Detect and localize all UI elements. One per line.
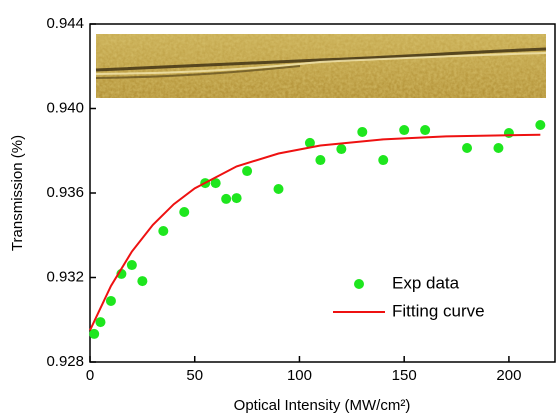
data-point <box>503 128 514 139</box>
data-point <box>357 126 368 137</box>
x-tick-label: 50 <box>186 367 203 384</box>
data-point <box>493 143 504 154</box>
data-point <box>231 193 242 204</box>
data-point <box>105 295 116 306</box>
data-point <box>242 166 253 177</box>
x-tick-label: 150 <box>392 367 417 384</box>
x-tick-label: 0 <box>86 367 94 384</box>
legend-marker <box>354 279 364 289</box>
fit-line <box>89 133 541 331</box>
y-tick-label: 0.940 <box>46 99 84 116</box>
y-axis-label: Transmission (%) <box>9 135 26 251</box>
data-point <box>221 193 232 204</box>
legend-label: Fitting curve <box>392 301 485 320</box>
legend-label: Exp data <box>392 273 460 292</box>
data-point <box>126 260 137 271</box>
data-point <box>89 328 100 339</box>
data-point <box>273 183 284 194</box>
data-point <box>462 143 473 154</box>
y-tick-label: 0.932 <box>46 268 84 285</box>
data-point <box>336 144 347 155</box>
data-point <box>304 137 315 148</box>
data-point <box>315 155 326 166</box>
data-point <box>378 155 389 166</box>
inset-image <box>95 34 547 98</box>
x-tick-label: 200 <box>496 367 521 384</box>
y-tick-label: 0.936 <box>46 184 84 201</box>
data-point <box>137 276 148 287</box>
data-point <box>399 125 410 136</box>
y-tick-label: 0.944 <box>46 15 84 32</box>
x-tick-label: 100 <box>287 367 312 384</box>
data-point <box>535 119 546 130</box>
data-point <box>95 317 106 328</box>
y-tick-label: 0.928 <box>46 353 84 370</box>
data-point <box>420 125 431 136</box>
data-point <box>179 207 190 218</box>
data-point <box>210 178 221 189</box>
x-axis-label: Optical Intensity (MW/cm²) <box>234 397 411 414</box>
data-point <box>158 226 169 237</box>
